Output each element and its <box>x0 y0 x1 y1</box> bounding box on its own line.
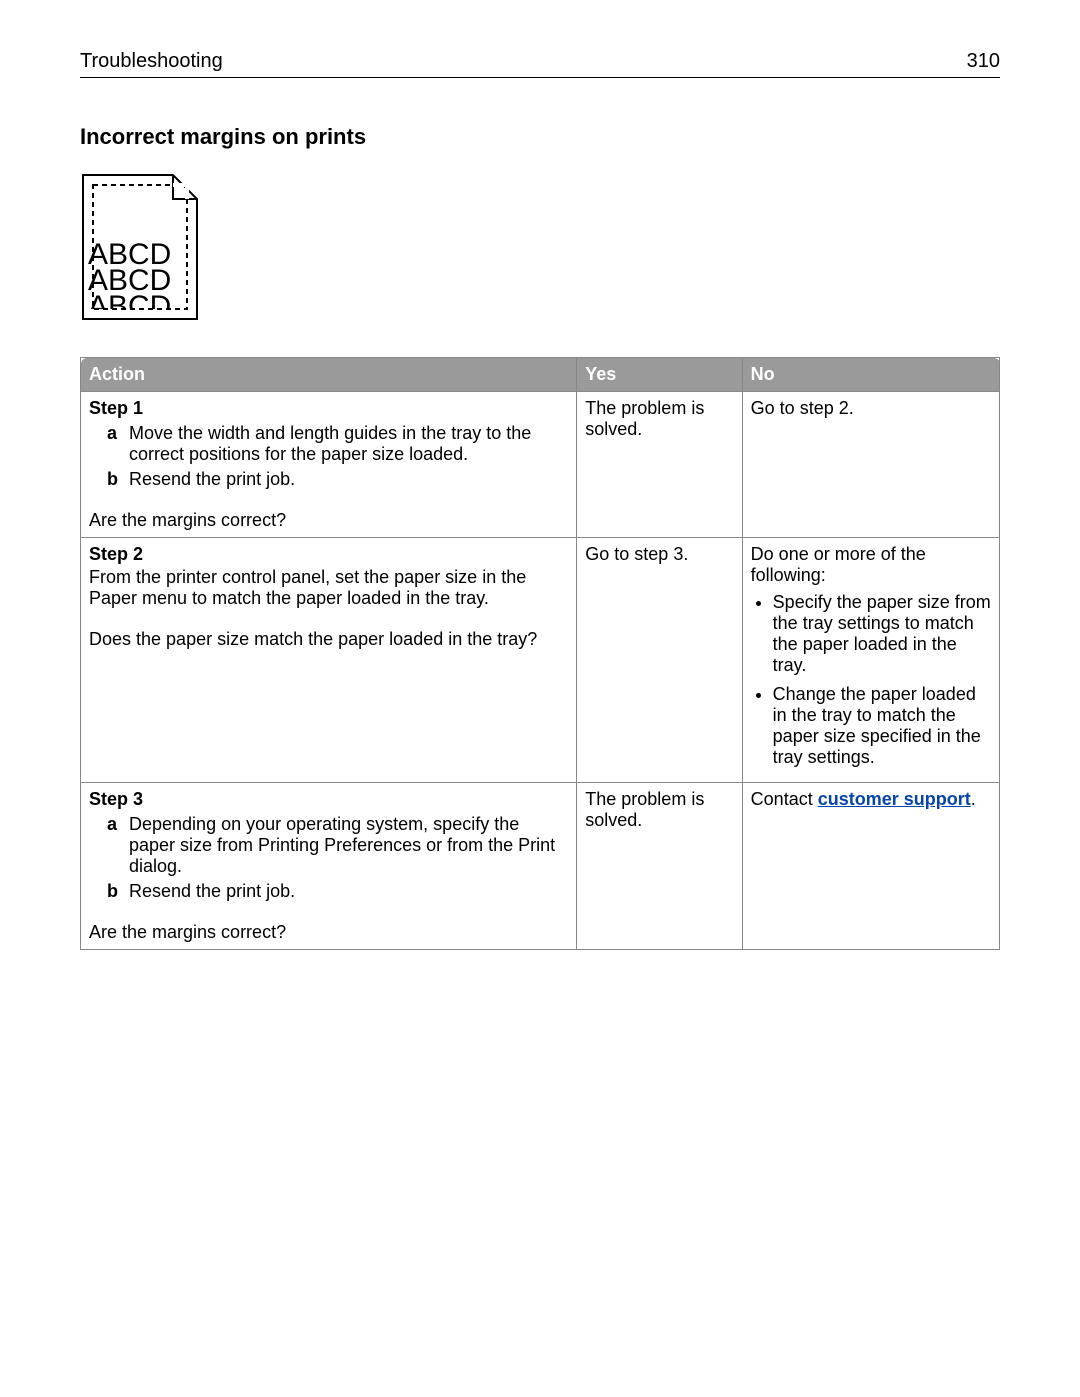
page: Troubleshooting 310 Incorrect margins on… <box>0 0 1080 1397</box>
step-label: Step 2 <box>89 544 568 565</box>
page-number: 310 <box>967 50 1000 73</box>
step-question: Does the paper size match the paper load… <box>89 629 568 650</box>
list-item: Change the paper loaded in the tray to m… <box>773 684 991 768</box>
no-prefix: Contact <box>751 789 818 809</box>
step-body: From the printer control panel, set the … <box>89 567 568 609</box>
no-intro: Do one or more of the following: <box>751 544 991 586</box>
table-row: Step 1 Move the width and length guides … <box>81 392 1000 538</box>
customer-support-link[interactable]: customer support <box>818 789 971 809</box>
section-heading: Incorrect margins on prints <box>80 124 1000 150</box>
section-name: Troubleshooting <box>80 50 223 73</box>
troubleshooting-table: Action Yes No Step 1 Move the width and … <box>80 357 1000 950</box>
table-row: Step 3 Depending on your operating syste… <box>81 783 1000 950</box>
no-cell: Contact customer support. <box>742 783 999 950</box>
col-action: Action <box>81 358 577 392</box>
action-cell: Step 1 Move the width and length guides … <box>81 392 577 538</box>
no-cell: Go to step 2. <box>742 392 999 538</box>
table-header-row: Action Yes No <box>81 358 1000 392</box>
page-icon: ABCD ABCD ABCD <box>80 172 200 322</box>
step-question: Are the margins correct? <box>89 922 568 943</box>
margin-illustration: ABCD ABCD ABCD <box>80 172 1000 327</box>
action-cell: Step 3 Depending on your operating syste… <box>81 783 577 950</box>
no-cell: Do one or more of the following: Specify… <box>742 538 999 783</box>
yes-cell: The problem is solved. <box>577 392 742 538</box>
table-row: Step 2 From the printer control panel, s… <box>81 538 1000 783</box>
list-item: Specify the paper size from the tray set… <box>773 592 991 676</box>
list-item: Resend the print job. <box>111 469 568 490</box>
step-label: Step 3 <box>89 789 568 810</box>
yes-cell: The problem is solved. <box>577 783 742 950</box>
step-label: Step 1 <box>89 398 568 419</box>
col-yes: Yes <box>577 358 742 392</box>
running-header: Troubleshooting 310 <box>80 50 1000 78</box>
list-item: Depending on your operating system, spec… <box>111 814 568 877</box>
list-item: Resend the print job. <box>111 881 568 902</box>
yes-cell: Go to step 3. <box>577 538 742 783</box>
action-cell: Step 2 From the printer control panel, s… <box>81 538 577 783</box>
list-item: Move the width and length guides in the … <box>111 423 568 465</box>
no-suffix: . <box>971 789 976 809</box>
col-no: No <box>742 358 999 392</box>
step-question: Are the margins correct? <box>89 510 568 531</box>
